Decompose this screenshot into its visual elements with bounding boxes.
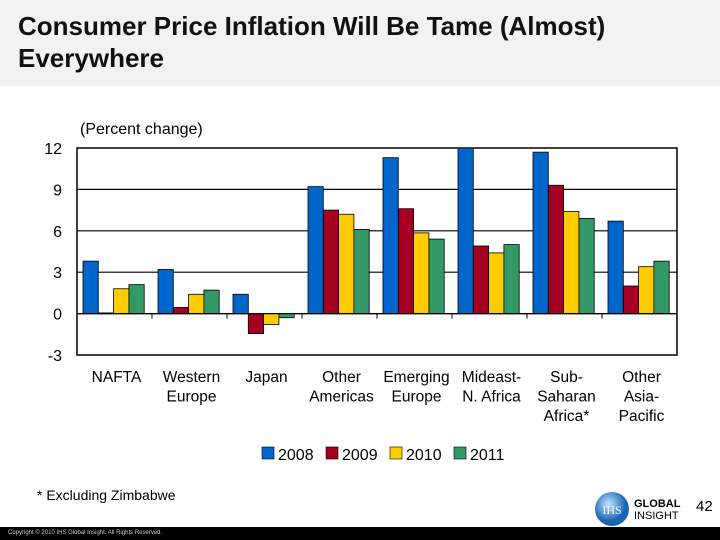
y-tick-label: 6	[53, 224, 62, 241]
x-tick-label: Europe	[392, 389, 442, 406]
bar-2009	[247, 313, 265, 335]
bar-2008	[157, 269, 174, 315]
bar-2011	[503, 244, 520, 315]
bar-2010	[488, 252, 505, 315]
ihs-logo: IHS	[594, 491, 630, 532]
x-tick-label: Other	[622, 369, 661, 386]
bar-2009	[547, 184, 564, 314]
x-tick-label: Africa*	[544, 408, 590, 425]
page-number: 42	[696, 498, 713, 515]
bar-2010	[638, 266, 655, 314]
x-tick-label: Saharan	[537, 389, 596, 406]
slide-title: Consumer Price Inflation Will Be Tame (A…	[18, 11, 606, 73]
plot-border	[76, 147, 678, 356]
unit-label: (Percent change)	[80, 121, 203, 138]
bar-2009	[472, 245, 489, 314]
bar-2011	[128, 284, 145, 314]
bar-2009	[322, 209, 339, 315]
bar-2009	[397, 208, 414, 314]
bar-2010	[113, 288, 130, 315]
x-tick-label: Europe	[167, 389, 217, 406]
y-tick-label: 9	[53, 182, 62, 199]
bar-2011	[278, 313, 295, 319]
chart: 12 9 6 3 0 -3 NAFTA Western Europe Japan Other Amer…	[44, 141, 678, 464]
bar-2011	[578, 217, 595, 315]
bar-2011	[203, 289, 220, 315]
x-tick-label: Western	[163, 369, 220, 386]
bar-2008	[382, 157, 399, 315]
bar-2008	[532, 151, 549, 315]
y-tick-label: -3	[48, 348, 62, 365]
bar-2010	[413, 232, 430, 314]
x-tick-label: Sub-	[550, 369, 583, 386]
bar-2008	[457, 147, 474, 315]
bar-2009	[172, 306, 190, 315]
y-tick-label: 0	[53, 307, 62, 324]
footnote: * Excluding Zimbabwe	[37, 487, 176, 503]
x-tick-label: NAFTA	[92, 369, 142, 386]
bar-2011	[428, 238, 445, 314]
legend-label-2011: 2011	[470, 447, 505, 464]
legend-swatch-2008	[261, 446, 275, 460]
bar-2008	[607, 220, 624, 314]
x-tick-label: Americas	[309, 389, 374, 406]
bar-2011	[353, 229, 370, 314]
x-tick-label: Asia-	[624, 389, 659, 406]
y-tick-label: 12	[44, 141, 62, 158]
legend-swatch-2011	[453, 446, 467, 460]
title-band	[0, 0, 720, 86]
bar-2008	[307, 186, 324, 314]
bar-2010	[263, 313, 280, 326]
bar-2011	[653, 260, 670, 315]
bar-2010	[188, 293, 205, 314]
legend-label-2010: 2010	[406, 447, 442, 464]
logo-text-global: GLOBAL	[634, 498, 681, 510]
x-tick-label: Pacific	[619, 408, 665, 425]
bar-2010	[338, 213, 355, 315]
x-tick-label: Mideast-	[462, 369, 521, 386]
y-tick-label: 3	[53, 265, 62, 282]
footer-bar: Copyright © 2010 IHS Global Insight. All…	[0, 527, 720, 540]
copyright: Copyright © 2010 IHS Global Insight. All…	[8, 530, 163, 536]
bar-2008	[232, 293, 249, 314]
svg-text:IHS: IHS	[602, 503, 621, 517]
x-tick-label: Emerging	[383, 369, 449, 386]
legend-swatch-2009	[325, 446, 339, 460]
x-tick-label: N. Africa	[462, 389, 521, 406]
legend-label-2009: 2009	[342, 447, 378, 464]
bar-2009	[622, 285, 639, 315]
logo-text-insight: INSIGHT	[634, 510, 679, 522]
x-tick-label: Japan	[245, 369, 287, 386]
bar-2008	[82, 260, 99, 315]
legend-label-2008: 2008	[278, 447, 314, 464]
bar-2010	[563, 211, 580, 314]
x-tick-label: Other	[322, 369, 361, 386]
legend-swatch-2010	[389, 446, 403, 460]
